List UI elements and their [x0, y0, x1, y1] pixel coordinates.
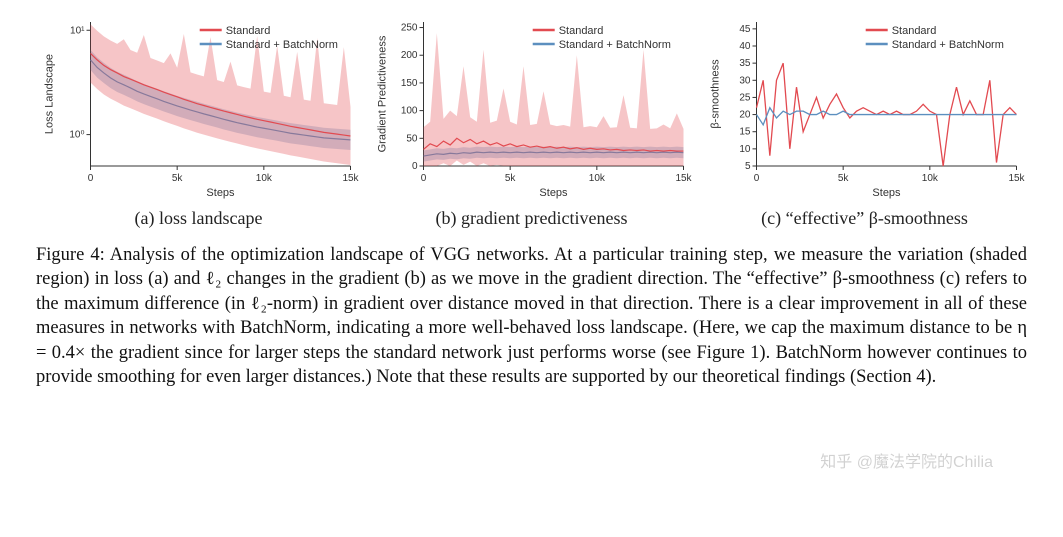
svg-text:25: 25 — [739, 92, 751, 103]
svg-text:Standard: Standard — [892, 25, 937, 37]
figure-caption-text: Analysis of the optimization landscape o… — [36, 245, 1027, 387]
svg-text:Standard + BatchNorm: Standard + BatchNorm — [559, 39, 671, 51]
chart-c-cell: 0 5k 10k 15k 5 10 15 20 25 30 35 40 45 Steps β-smoothn… — [702, 12, 1027, 229]
svg-text:50: 50 — [406, 133, 418, 144]
svg-text:Steps: Steps — [539, 187, 568, 199]
svg-text:5k: 5k — [838, 173, 850, 184]
svg-text:10k: 10k — [922, 173, 939, 184]
svg-text:45: 45 — [739, 24, 751, 35]
svg-text:10k: 10k — [589, 173, 606, 184]
figure-caption: Figure 4: Analysis of the optimization l… — [36, 243, 1027, 389]
svg-text:Standard + BatchNorm: Standard + BatchNorm — [226, 39, 338, 51]
svg-text:Steps: Steps — [206, 187, 235, 199]
svg-text:20: 20 — [739, 110, 751, 121]
svg-text:5: 5 — [745, 161, 751, 172]
chart-b-subcaption: (b) gradient predictiveness — [436, 208, 628, 229]
chart-c: 0 5k 10k 15k 5 10 15 20 25 30 35 40 45 Steps β-smoothn… — [702, 12, 1027, 202]
svg-text:0: 0 — [421, 173, 427, 184]
figure-number: Figure 4 — [36, 245, 100, 265]
chart-a: 0 5k 10k 15k 10⁰ 10¹ Steps Loss Landscape Standa… — [36, 12, 361, 202]
svg-text:10: 10 — [739, 144, 751, 155]
svg-text:0: 0 — [88, 173, 94, 184]
svg-text:10⁰: 10⁰ — [69, 130, 84, 141]
svg-text:0: 0 — [412, 161, 418, 172]
chart-c-subcaption: (c) “effective” β-smoothness — [761, 208, 968, 229]
chart-b-cell: 0 5k 10k 15k 0 50 100 150 200 250 Steps Gradient Pr… — [369, 12, 694, 229]
svg-text:5k: 5k — [505, 173, 517, 184]
svg-text:0: 0 — [754, 173, 760, 184]
svg-text:15: 15 — [739, 127, 751, 138]
svg-text:100: 100 — [401, 106, 418, 117]
svg-text:200: 200 — [401, 50, 418, 61]
chart-b: 0 5k 10k 15k 0 50 100 150 200 250 Steps Gradient Pr… — [369, 12, 694, 202]
svg-text:15k: 15k — [675, 173, 692, 184]
svg-text:Standard: Standard — [559, 25, 604, 37]
svg-text:35: 35 — [739, 58, 751, 69]
svg-text:30: 30 — [739, 75, 751, 86]
watermark: 知乎 @魔法学院的Chilia — [820, 448, 993, 472]
svg-text:40: 40 — [739, 41, 751, 52]
svg-text:250: 250 — [401, 23, 418, 34]
svg-text:Loss Landscape: Loss Landscape — [44, 54, 56, 134]
chart-a-cell: 0 5k 10k 15k 10⁰ 10¹ Steps Loss Landscape Standa… — [36, 12, 361, 229]
chart-a-subcaption: (a) loss landscape — [135, 208, 263, 229]
svg-text:Gradient Predictiveness: Gradient Predictiveness — [377, 35, 389, 152]
svg-text:Standard: Standard — [226, 25, 271, 37]
svg-text:β-smoothness: β-smoothness — [710, 59, 722, 129]
svg-text:10k: 10k — [256, 173, 273, 184]
svg-text:Standard + BatchNorm: Standard + BatchNorm — [892, 39, 1004, 51]
svg-text:Steps: Steps — [872, 187, 901, 199]
svg-text:15k: 15k — [1008, 173, 1025, 184]
svg-text:5k: 5k — [172, 173, 184, 184]
svg-text:150: 150 — [401, 78, 418, 89]
svg-text:10¹: 10¹ — [70, 25, 85, 36]
chart-row: 0 5k 10k 15k 10⁰ 10¹ Steps Loss Landscape Standa… — [36, 12, 1027, 229]
svg-text:15k: 15k — [342, 173, 359, 184]
